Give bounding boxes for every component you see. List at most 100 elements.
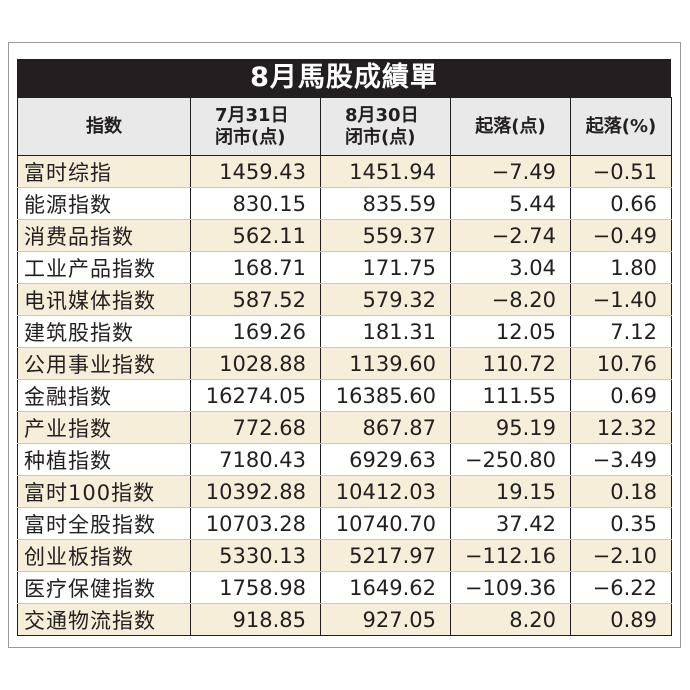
table-row: 公用事业指数 1028.88 1139.60 110.72 10.76: [17, 347, 672, 380]
index-name-cell: 工业产品指数: [17, 251, 191, 284]
jul31-close-cell: 10703.28: [190, 507, 321, 540]
table-row: 建筑股指数 169.26 181.31 12.05 7.12: [17, 315, 672, 348]
change-points-cell: −8.20: [450, 283, 571, 316]
change-percent-cell: 0.66: [570, 187, 672, 220]
index-name-cell: 富时全股指数: [17, 507, 191, 540]
index-name-cell: 医疗保健指数: [17, 571, 191, 604]
table-row: 产业指数 772.68 867.87 95.19 12.32: [17, 411, 672, 444]
change-percent-cell: −1.40: [570, 283, 672, 316]
change-points-cell: 95.19: [450, 411, 571, 444]
change-points-cell: 8.20: [450, 603, 571, 636]
change-points-cell: −109.36: [450, 571, 571, 604]
jul31-close-cell: 918.85: [190, 603, 321, 636]
change-points-cell: −112.16: [450, 539, 571, 572]
change-points-cell: 3.04: [450, 251, 571, 284]
index-name-cell: 富时100指数: [17, 475, 191, 508]
table-body: 富时综指 1459.43 1451.94 −7.49 −0.51 能源指数 830.15 83…: [17, 155, 672, 636]
aug30-close-cell: 559.37: [320, 219, 451, 252]
table-row: 富时全股指数 10703.28 10740.70 37.42 0.35: [17, 507, 672, 540]
change-points-cell: −250.80: [450, 443, 571, 476]
table-header-row: 指数 7月31日 闭市(点) 8月30日 闭市(点) 起落(点) 起落(%): [17, 97, 672, 156]
aug30-close-cell: 1451.94: [320, 155, 451, 188]
jul31-close-cell: 168.71: [190, 251, 321, 284]
change-percent-cell: 12.32: [570, 411, 672, 444]
aug30-close-cell: 579.32: [320, 283, 451, 316]
change-points-cell: −2.74: [450, 219, 571, 252]
change-points-cell: −7.49: [450, 155, 571, 188]
change-points-cell: 110.72: [450, 347, 571, 380]
change-points-cell: 111.55: [450, 379, 571, 412]
index-name-cell: 富时综指: [17, 155, 191, 188]
aug30-close-cell: 171.75: [320, 251, 451, 284]
index-name-cell: 电讯媒体指数: [17, 283, 191, 316]
page-title: 8月馬股成績單: [17, 59, 671, 97]
table-row: 消费品指数 562.11 559.37 −2.74 −0.49: [17, 219, 672, 252]
index-name-cell: 建筑股指数: [17, 315, 191, 348]
change-points-cell: 12.05: [450, 315, 571, 348]
change-percent-cell: 1.80: [570, 251, 672, 284]
jul31-close-cell: 16274.05: [190, 379, 321, 412]
aug30-close-cell: 10412.03: [320, 475, 451, 508]
header-change-points: 起落(点): [450, 97, 571, 156]
aug30-close-cell: 5217.97: [320, 539, 451, 572]
change-points-cell: 19.15: [450, 475, 571, 508]
jul31-close-cell: 10392.88: [190, 475, 321, 508]
header-index: 指数: [17, 97, 191, 156]
change-points-cell: 37.42: [450, 507, 571, 540]
header-jul31-close: 闭市(点): [215, 126, 286, 148]
change-percent-cell: 0.69: [570, 379, 672, 412]
change-percent-cell: −0.49: [570, 219, 672, 252]
aug30-close-cell: 16385.60: [320, 379, 451, 412]
change-percent-cell: 0.89: [570, 603, 672, 636]
jul31-close-cell: 1459.43: [190, 155, 321, 188]
header-change-percent: 起落(%): [570, 97, 672, 156]
table-row: 交通物流指数 918.85 927.05 8.20 0.89: [17, 603, 672, 636]
index-name-cell: 种植指数: [17, 443, 191, 476]
table-row: 创业板指数 5330.13 5217.97 −112.16 −2.10: [17, 539, 672, 572]
index-name-cell: 创业板指数: [17, 539, 191, 572]
index-name-cell: 交通物流指数: [17, 603, 191, 636]
aug30-close-cell: 181.31: [320, 315, 451, 348]
aug30-close-cell: 10740.70: [320, 507, 451, 540]
aug30-close-cell: 835.59: [320, 187, 451, 220]
jul31-close-cell: 587.52: [190, 283, 321, 316]
table-row: 医疗保健指数 1758.98 1649.62 −109.36 −6.22: [17, 571, 672, 604]
header-jul31: 7月31日 闭市(点): [190, 97, 321, 156]
table-row: 种植指数 7180.43 6929.63 −250.80 −3.49: [17, 443, 672, 476]
table-row: 富时综指 1459.43 1451.94 −7.49 −0.51: [17, 155, 672, 188]
change-points-cell: 5.44: [450, 187, 571, 220]
table-row: 富时100指数 10392.88 10412.03 19.15 0.18: [17, 475, 672, 508]
header-aug30-close: 闭市(点): [345, 126, 416, 148]
aug30-close-cell: 6929.63: [320, 443, 451, 476]
change-percent-cell: −0.51: [570, 155, 672, 188]
change-percent-cell: 0.18: [570, 475, 672, 508]
jul31-close-cell: 1758.98: [190, 571, 321, 604]
header-aug30: 8月30日 闭市(点): [320, 97, 451, 156]
index-name-cell: 消费品指数: [17, 219, 191, 252]
index-name-cell: 产业指数: [17, 411, 191, 444]
jul31-close-cell: 830.15: [190, 187, 321, 220]
table-row: 能源指数 830.15 835.59 5.44 0.66: [17, 187, 672, 220]
index-name-cell: 金融指数: [17, 379, 191, 412]
jul31-close-cell: 169.26: [190, 315, 321, 348]
table-row: 电讯媒体指数 587.52 579.32 −8.20 −1.40: [17, 283, 672, 316]
jul31-close-cell: 5330.13: [190, 539, 321, 572]
change-percent-cell: 10.76: [570, 347, 672, 380]
aug30-close-cell: 1139.60: [320, 347, 451, 380]
jul31-close-cell: 7180.43: [190, 443, 321, 476]
jul31-close-cell: 772.68: [190, 411, 321, 444]
aug30-close-cell: 867.87: [320, 411, 451, 444]
index-performance-table: 指数 7月31日 闭市(点) 8月30日 闭市(点) 起落(点) 起落(%) 富…: [17, 97, 672, 636]
change-percent-cell: −3.49: [570, 443, 672, 476]
table-row: 工业产品指数 168.71 171.75 3.04 1.80: [17, 251, 672, 284]
change-percent-cell: 0.35: [570, 507, 672, 540]
jul31-close-cell: 1028.88: [190, 347, 321, 380]
change-percent-cell: −2.10: [570, 539, 672, 572]
header-aug30-date: 8月30日: [345, 104, 419, 126]
aug30-close-cell: 927.05: [320, 603, 451, 636]
table-row: 金融指数 16274.05 16385.60 111.55 0.69: [17, 379, 672, 412]
header-jul31-date: 7月31日: [215, 104, 289, 126]
index-name-cell: 能源指数: [17, 187, 191, 220]
change-percent-cell: −6.22: [570, 571, 672, 604]
change-percent-cell: 7.12: [570, 315, 672, 348]
